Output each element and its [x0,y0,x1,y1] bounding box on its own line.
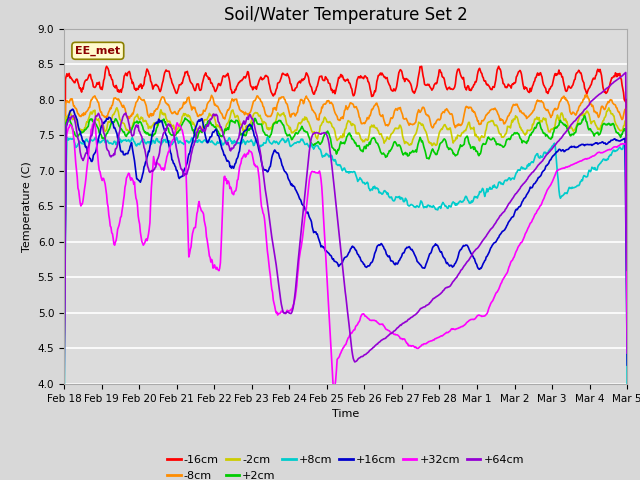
-8cm [435,117,443,123]
Legend: -16cm, -8cm, -2cm, +2cm, +8cm, +16cm, +32cm, +64cm: -16cm, -8cm, -2cm, +2cm, +8cm, +16cm, +3… [163,451,529,480]
Text: EE_met: EE_met [76,46,120,56]
+32cm [405,343,413,348]
+32cm [330,389,337,395]
Line: +8cm: +8cm [64,137,627,464]
+8cm [258,143,266,149]
-2cm [280,110,287,116]
+16cm [436,248,444,254]
-16cm [495,63,502,69]
+8cm [280,138,287,144]
X-axis label: Time: Time [332,409,359,419]
+8cm [126,139,134,145]
Line: +32cm: +32cm [64,120,627,392]
+32cm [437,333,445,339]
-16cm [258,76,266,82]
Line: -2cm: -2cm [64,108,627,393]
+32cm [259,206,266,212]
+16cm [127,142,134,148]
+8cm [230,140,237,146]
-8cm [279,94,287,100]
+8cm [436,204,444,209]
+16cm [404,244,412,250]
+2cm [258,121,266,127]
-2cm [436,128,444,134]
+2cm [404,153,412,159]
-2cm [60,390,68,396]
+64cm [279,308,287,314]
+64cm [623,267,631,273]
+2cm [230,119,237,125]
+32cm [127,178,134,183]
+16cm [623,362,631,368]
-2cm [230,111,238,117]
-2cm [623,253,631,259]
+32cm [280,310,287,315]
Y-axis label: Temperature (C): Temperature (C) [22,161,32,252]
+2cm [623,342,631,348]
-16cm [230,89,237,95]
-8cm [60,388,68,394]
+64cm [435,292,443,298]
-16cm [404,76,412,82]
+2cm [435,144,443,150]
Line: +2cm: +2cm [64,116,627,345]
-16cm [126,71,134,76]
+64cm [126,127,134,133]
-16cm [279,71,287,76]
+16cm [259,163,266,168]
-8cm [404,119,412,125]
+2cm [580,113,588,119]
+32cm [230,189,238,194]
-2cm [113,105,121,110]
-16cm [623,237,631,243]
+8cm [60,461,68,467]
-16cm [60,372,68,377]
+64cm [230,145,237,151]
+8cm [623,402,631,408]
-2cm [127,125,134,131]
+2cm [126,129,134,135]
-2cm [404,141,412,147]
+8cm [264,134,271,140]
+32cm [90,117,98,123]
-16cm [435,67,443,73]
+16cm [280,166,287,172]
-8cm [230,98,237,104]
-8cm [623,245,631,251]
+16cm [69,106,77,112]
Line: -8cm: -8cm [64,95,627,391]
Title: Soil/Water Temperature Set 2: Soil/Water Temperature Set 2 [224,6,467,24]
Line: +64cm: +64cm [64,72,627,400]
+16cm [230,163,238,168]
+32cm [623,350,631,356]
+8cm [404,203,412,208]
+2cm [279,122,287,128]
+64cm [60,397,68,403]
+2cm [60,339,68,345]
+64cm [622,70,630,75]
-8cm [583,92,591,98]
Line: -16cm: -16cm [64,66,627,374]
-8cm [126,114,134,120]
Line: +16cm: +16cm [64,109,627,365]
+16cm [60,359,68,365]
+64cm [404,317,412,323]
+32cm [60,358,68,363]
-8cm [258,99,266,105]
+64cm [258,158,266,164]
-2cm [259,119,266,125]
